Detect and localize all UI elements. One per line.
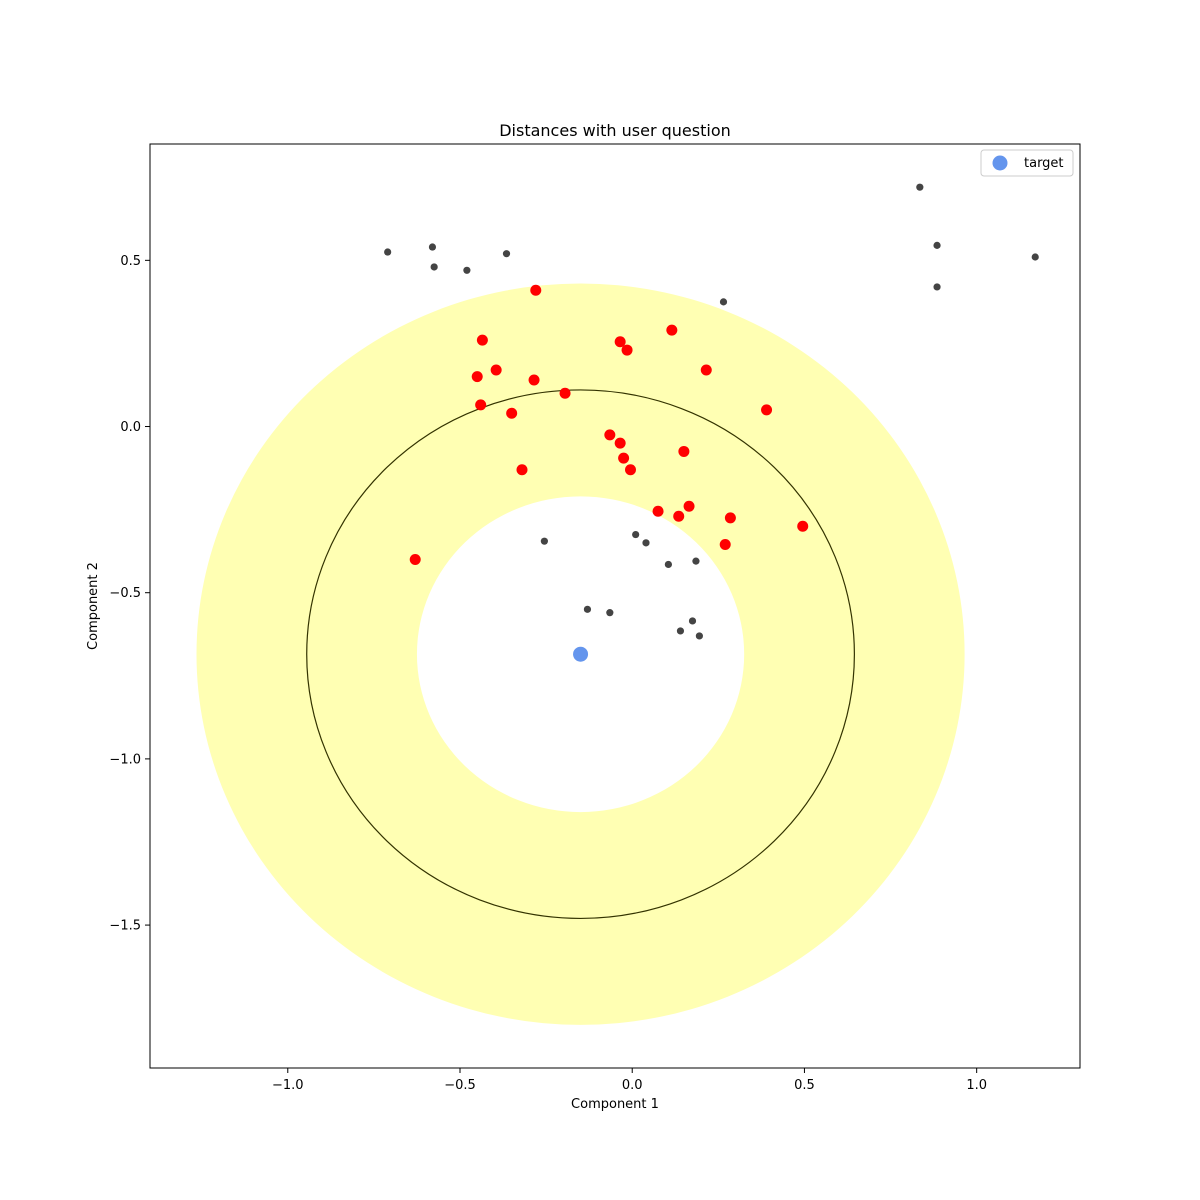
in-band-point xyxy=(618,452,630,464)
in-band-point xyxy=(724,512,736,524)
x-tick-label: 0.5 xyxy=(794,1078,815,1093)
other-point xyxy=(1031,253,1039,261)
legend-target-label: target xyxy=(1024,156,1064,171)
x-tick-label: 0.0 xyxy=(622,1078,643,1093)
in-band-point xyxy=(604,429,616,441)
other-point xyxy=(664,560,672,569)
in-band-point xyxy=(490,364,502,376)
other-point xyxy=(540,537,548,545)
other-point xyxy=(606,609,614,617)
other-point xyxy=(676,627,685,635)
x-tick-label: 1.0 xyxy=(966,1078,987,1093)
target-point xyxy=(573,646,589,662)
chart-title: Distances with user question xyxy=(499,121,731,140)
in-band-point xyxy=(678,445,690,457)
y-axis: 0.5 0.0 −0.5 −1.0 −1.5 xyxy=(109,254,150,934)
other-point xyxy=(688,617,697,625)
in-band-point xyxy=(797,520,809,532)
target-point-layer xyxy=(573,646,589,662)
other-point xyxy=(463,266,471,274)
other-points xyxy=(384,183,1039,640)
legend-target-marker xyxy=(992,155,1008,171)
x-axis-label: Component 1 xyxy=(571,1097,659,1112)
y-tick-label: −0.5 xyxy=(109,586,141,601)
in-band-point xyxy=(683,500,695,512)
in-band-point xyxy=(516,464,528,476)
x-axis: −1.0 −0.5 0.0 0.5 1.0 xyxy=(272,1068,987,1093)
in-band-points xyxy=(409,284,809,565)
distance-band-fill xyxy=(196,283,965,1025)
in-band-point xyxy=(673,510,685,522)
other-point xyxy=(933,241,941,249)
in-band-point xyxy=(700,364,712,376)
in-band-point xyxy=(719,539,731,551)
in-band-point xyxy=(559,387,571,399)
other-point xyxy=(695,632,703,640)
in-band-point xyxy=(614,336,626,348)
y-tick-label: −1.0 xyxy=(109,752,141,767)
in-band-point xyxy=(530,284,542,296)
other-point xyxy=(384,248,392,256)
other-point xyxy=(632,530,640,539)
plot-frame xyxy=(149,143,1081,1069)
other-point xyxy=(428,243,437,251)
distance-ring xyxy=(306,389,855,920)
in-band-point xyxy=(666,324,678,336)
in-band-point xyxy=(471,371,483,383)
y-axis-label: Component 2 xyxy=(86,562,101,650)
in-band-point xyxy=(625,464,636,476)
other-point xyxy=(692,557,700,565)
legend: target xyxy=(980,149,1074,177)
in-band-point xyxy=(528,374,540,386)
in-band-point xyxy=(621,344,633,356)
in-band-point xyxy=(475,399,487,411)
x-tick-label: −0.5 xyxy=(444,1078,476,1093)
other-point xyxy=(916,183,924,191)
other-point xyxy=(583,605,592,613)
other-point xyxy=(430,263,438,271)
in-band-point xyxy=(476,334,488,346)
y-tick-label: 0.5 xyxy=(120,254,141,269)
in-band-point xyxy=(761,404,773,416)
y-tick-label: 0.0 xyxy=(120,420,141,435)
in-band-point xyxy=(614,437,626,449)
y-tick-label: −1.5 xyxy=(109,919,141,934)
x-tick-label: −1.0 xyxy=(272,1078,304,1093)
other-point xyxy=(502,250,511,258)
distance-band xyxy=(196,283,965,1025)
other-point xyxy=(933,283,941,291)
in-band-point xyxy=(652,505,664,517)
in-band-point xyxy=(409,553,421,565)
in-band-point xyxy=(506,407,518,419)
other-point xyxy=(719,298,728,306)
legend-box xyxy=(980,149,1074,177)
plot-area xyxy=(196,183,1039,1025)
other-point xyxy=(642,539,650,547)
